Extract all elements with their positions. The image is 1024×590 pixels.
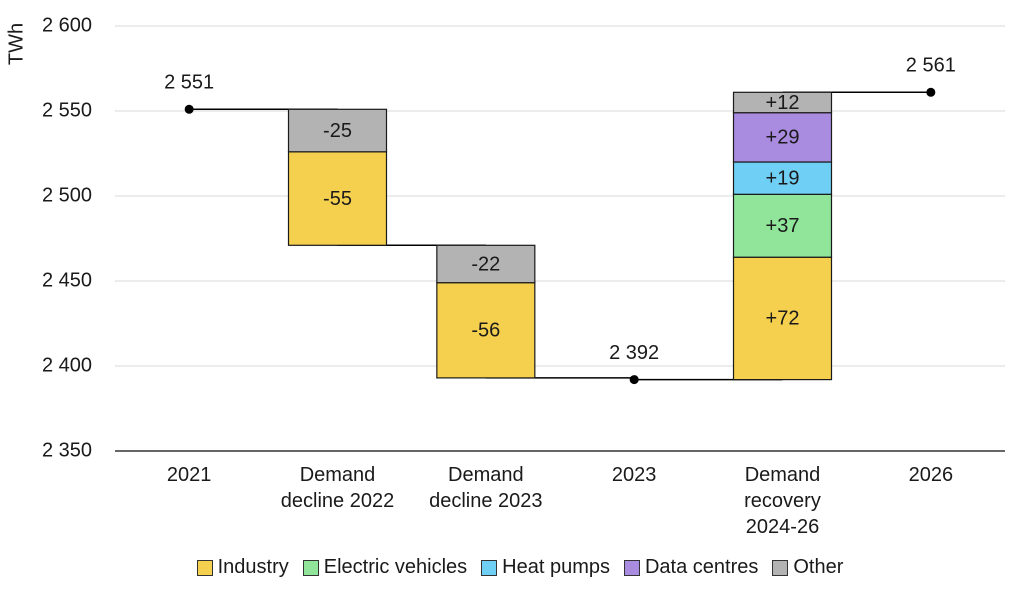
legend-item: Other (772, 556, 843, 579)
y-tick-label: 2 600 (42, 14, 92, 36)
data-label: -22 (471, 253, 500, 275)
total-point (926, 87, 936, 97)
data-label: +29 (766, 127, 800, 149)
legend-swatch (196, 559, 213, 576)
y-tick-label: 2 350 (42, 439, 92, 461)
x-tick-label: 2021 (166, 464, 212, 486)
legend-swatch (623, 559, 640, 576)
legend-swatch (772, 559, 789, 576)
y-tick-label: 2 450 (42, 269, 92, 291)
legend-item: Industry (196, 556, 289, 579)
legend-item: Data centres (623, 556, 759, 579)
total-label: 2 561 (906, 55, 956, 77)
data-label: +12 (766, 92, 800, 114)
bar-segment (732, 193, 833, 258)
legend-label: Industry (217, 556, 289, 578)
bar-segment (436, 244, 536, 284)
legend-item: Electric vehicles (302, 556, 468, 579)
legend-label: Electric vehicles (323, 556, 468, 578)
data-label: -56 (471, 320, 500, 342)
legend-label: Other (793, 556, 844, 578)
total-point (184, 104, 194, 114)
total-label: 2 551 (164, 72, 214, 94)
legend-item: Heat pumps (481, 556, 610, 579)
legend-swatch (302, 559, 319, 576)
data-label: +37 (766, 215, 800, 237)
legend: Industry Electric vehicles Heat pumps Data … (0, 556, 1024, 579)
data-label: -25 (323, 120, 352, 142)
data-label: +72 (766, 308, 800, 330)
bar-segment (436, 282, 536, 379)
x-tick-label: 2026 (908, 464, 954, 486)
y-tick-label: 2 550 (42, 99, 92, 121)
y-axis-label: TWh (5, 23, 27, 65)
total-point (629, 375, 639, 385)
x-tick-label: Demand decline 2023 (429, 464, 543, 512)
x-tick-label: Demand decline 2022 (280, 464, 395, 512)
data-label: +19 (766, 167, 800, 189)
legend-label: Data centres (644, 556, 759, 578)
bar-segment (732, 91, 833, 114)
total-label: 2 392 (609, 342, 659, 364)
x-tick-label: 2023 (611, 464, 657, 486)
bar-segment (287, 108, 388, 153)
legend-label: Heat pumps (502, 556, 610, 578)
bars: -55 -25 -56 -22 +72 +37 +19 +29 +12 (287, 91, 833, 381)
legend-swatch (481, 559, 498, 576)
data-label: -55 (323, 188, 352, 210)
bar-segment (732, 112, 833, 163)
y-tick-label: 2 400 (42, 354, 92, 376)
y-tick-label: 2 500 (42, 184, 92, 206)
x-tick-label: Demand recovery 2024-26 (744, 464, 821, 538)
bar-segment (732, 161, 833, 195)
bar-segment (287, 151, 388, 246)
